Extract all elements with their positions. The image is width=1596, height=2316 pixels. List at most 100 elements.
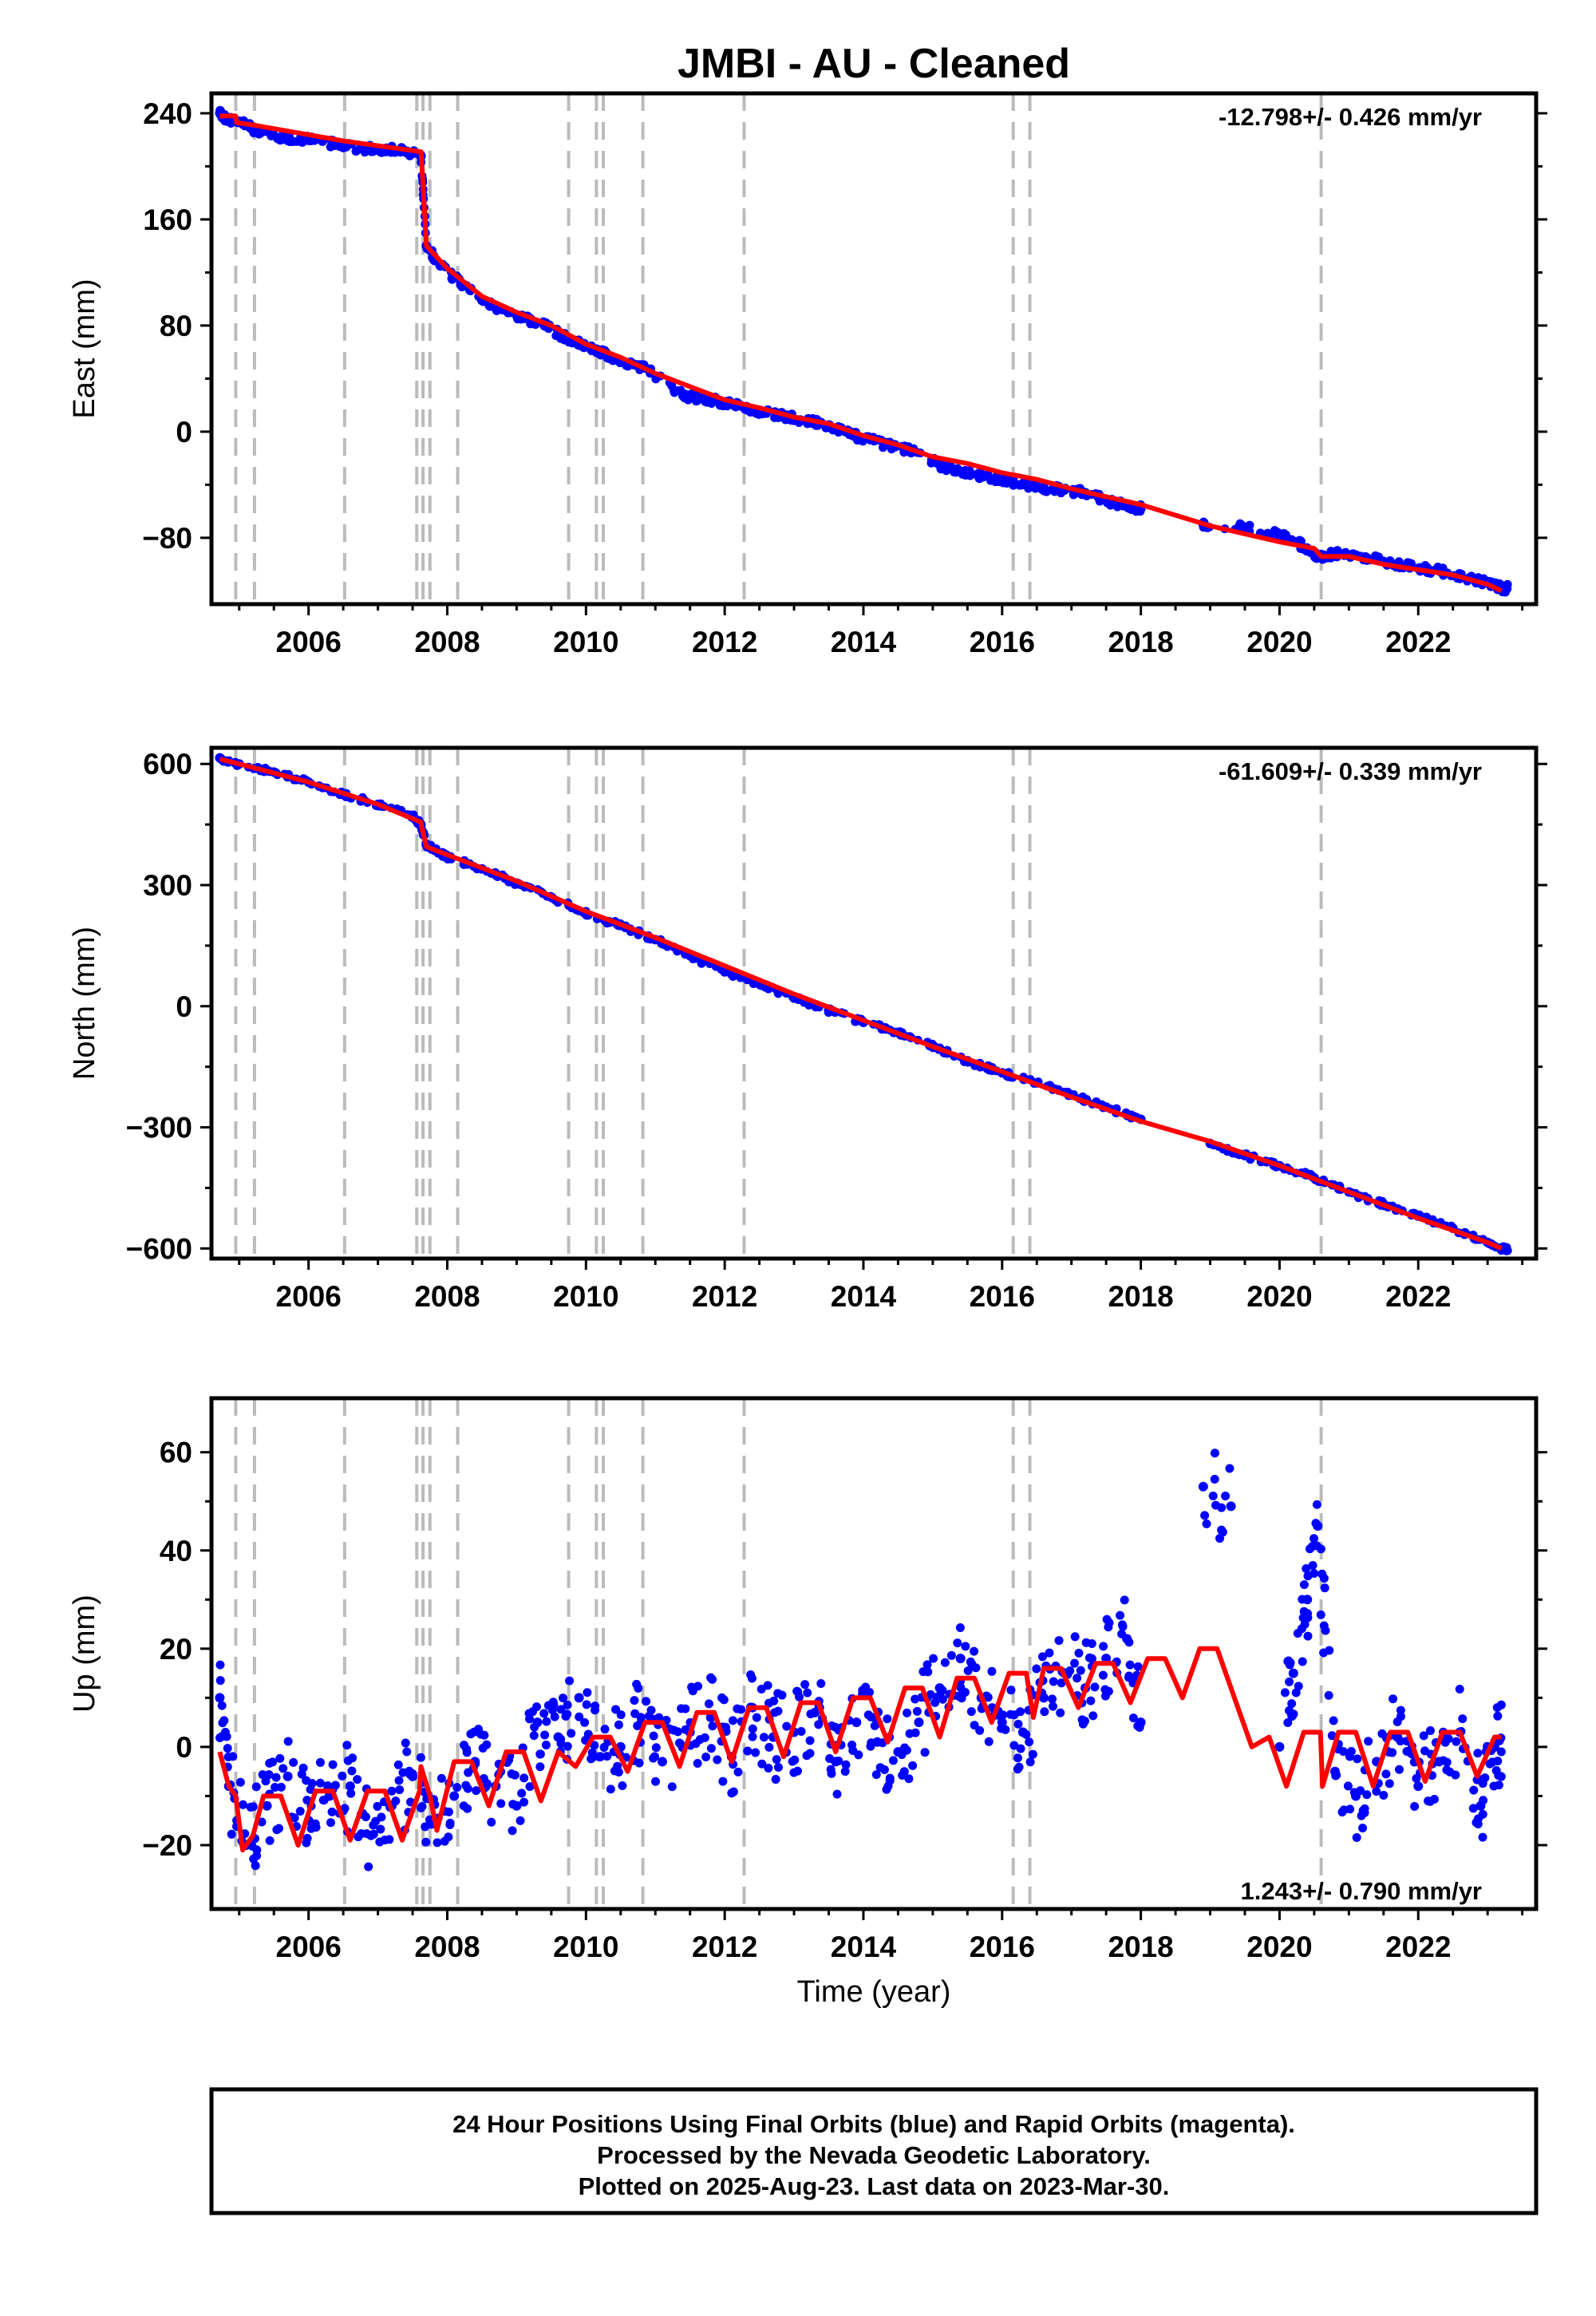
data-point — [496, 1799, 506, 1808]
data-point — [632, 1679, 642, 1689]
data-point — [1048, 1694, 1057, 1704]
data-point — [402, 1747, 412, 1757]
data-point — [223, 1744, 232, 1753]
data-point — [967, 1659, 977, 1669]
data-point — [1283, 1717, 1293, 1727]
data-point — [1081, 1638, 1091, 1647]
data-point — [1324, 1690, 1333, 1700]
data-point — [922, 1660, 932, 1670]
data-point — [800, 1680, 810, 1690]
data-point — [616, 1710, 626, 1720]
data-point — [1086, 1696, 1096, 1705]
data-point — [265, 1758, 275, 1768]
data-point — [728, 1716, 737, 1725]
data-point — [1362, 1790, 1372, 1800]
data-point — [769, 1696, 779, 1705]
data-point — [575, 1712, 584, 1721]
y-tick-label: −600 — [126, 1232, 192, 1265]
data-point — [1339, 1805, 1349, 1815]
data-point — [583, 1688, 592, 1697]
data-point — [567, 1729, 576, 1738]
data-point — [899, 1767, 909, 1777]
data-point — [1120, 1595, 1129, 1605]
data-point — [247, 1841, 257, 1851]
data-point — [487, 1817, 496, 1827]
data-point — [961, 1642, 970, 1651]
data-point — [803, 1688, 812, 1697]
data-point — [792, 1766, 802, 1776]
data-point — [914, 1717, 924, 1728]
data-point — [353, 1775, 362, 1784]
x-tick-label: 2022 — [1385, 1931, 1451, 1963]
data-point — [1491, 1766, 1501, 1776]
data-point — [657, 1757, 667, 1767]
data-point — [748, 1724, 757, 1733]
data-point — [342, 1741, 352, 1750]
data-point — [395, 1785, 405, 1795]
x-tick-label: 2014 — [831, 626, 897, 658]
data-point — [587, 1754, 596, 1764]
data-point — [826, 1765, 836, 1774]
data-point — [1396, 1737, 1405, 1746]
data-point — [1283, 1657, 1293, 1666]
data-point — [215, 1676, 225, 1686]
data-point — [1245, 520, 1254, 530]
data-point — [1074, 1648, 1084, 1658]
east-y-axis-label: East (mm) — [68, 279, 101, 418]
data-point — [541, 1741, 551, 1750]
data-point — [567, 338, 577, 348]
data-point — [1358, 1824, 1368, 1833]
data-point — [757, 1759, 767, 1769]
data-point — [729, 1787, 738, 1796]
data-point — [999, 478, 1009, 488]
data-point — [1054, 1636, 1064, 1646]
data-point — [1352, 1832, 1361, 1842]
data-point — [540, 1730, 550, 1740]
data-point — [366, 147, 376, 156]
data-point — [1485, 1759, 1495, 1769]
data-point — [1478, 1832, 1487, 1842]
data-point — [1451, 1770, 1460, 1780]
data-point — [472, 1786, 481, 1796]
data-point — [369, 1829, 378, 1839]
data-point — [1478, 1809, 1487, 1819]
data-point — [1016, 1744, 1025, 1753]
data-point — [720, 967, 729, 977]
y-tick-label: 0 — [176, 990, 192, 1023]
data-point — [235, 1777, 245, 1787]
data-point — [1276, 532, 1286, 541]
data-point — [433, 1838, 442, 1848]
data-point — [966, 1707, 976, 1717]
data-point — [1372, 1787, 1381, 1796]
data-point — [704, 1699, 713, 1709]
y-tick-label: 20 — [160, 1633, 192, 1666]
data-point — [733, 1767, 743, 1777]
x-tick-label: 2016 — [970, 1280, 1035, 1313]
east-model-line — [219, 113, 1503, 594]
data-point — [1469, 1785, 1479, 1795]
data-point — [816, 1678, 826, 1688]
data-point — [1048, 1701, 1057, 1711]
data-point — [217, 1701, 227, 1710]
x-tick-label: 2006 — [276, 1280, 342, 1313]
data-point — [512, 1800, 522, 1811]
data-point — [1492, 1703, 1502, 1713]
x-tick-label: 2008 — [414, 1931, 480, 1963]
data-point — [283, 1737, 293, 1746]
data-point — [1385, 1779, 1394, 1788]
data-point — [265, 1836, 275, 1845]
data-point — [957, 1694, 966, 1703]
data-point — [1360, 1808, 1369, 1817]
data-point — [261, 1777, 271, 1786]
data-point — [262, 1800, 272, 1811]
data-point — [970, 1646, 979, 1656]
data-point — [1080, 1717, 1089, 1726]
data-point — [966, 471, 975, 480]
x-tick-label: 2010 — [553, 1280, 618, 1313]
data-point — [888, 1756, 898, 1765]
data-point — [1493, 1711, 1503, 1721]
data-point — [391, 1796, 401, 1806]
data-point — [997, 1717, 1007, 1728]
data-point — [1099, 1642, 1108, 1651]
data-point — [908, 1761, 918, 1770]
